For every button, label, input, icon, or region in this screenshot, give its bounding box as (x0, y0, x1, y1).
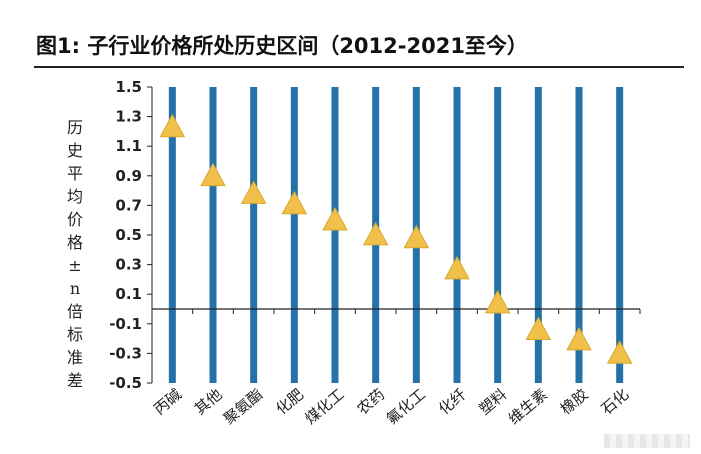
y-axis-label-char: 价 (66, 210, 83, 229)
y-tick-label: -0.1 (109, 315, 142, 333)
x-category-label: 橡胶 (557, 385, 592, 418)
data-marker-11 (566, 326, 592, 351)
y-axis-label-char: n (69, 279, 81, 298)
data-marker-5 (322, 206, 348, 231)
range-bar-4 (290, 87, 298, 383)
x-category-label: 化纤 (435, 385, 470, 418)
data-marker-6 (362, 221, 389, 246)
y-tick-label: 0.1 (115, 285, 142, 303)
y-axis-label-char: 准 (66, 348, 83, 367)
data-marker-4 (281, 190, 308, 215)
range-bar-10 (534, 87, 542, 383)
range-bar-1 (168, 87, 176, 383)
watermark-blur (604, 434, 690, 448)
y-axis-label-char: 倍 (66, 302, 83, 321)
y-tick-label: 1.1 (115, 137, 142, 155)
y-tick-label: 0.3 (115, 256, 142, 274)
x-category-label: 维生素 (505, 385, 551, 428)
y-axis-label-char: 史 (66, 141, 83, 160)
y-axis-label-char: 差 (66, 371, 83, 390)
data-marker-12 (606, 340, 633, 364)
y-axis-label-char: 均 (66, 187, 83, 206)
y-tick-label: 1.3 (115, 108, 142, 126)
y-axis-label-char: 平 (66, 164, 83, 183)
data-marker-8 (444, 255, 470, 280)
range-bar-2 (209, 87, 217, 383)
data-marker-10 (525, 316, 552, 341)
y-tick-label: -0.5 (109, 374, 142, 392)
range-bar-3 (250, 87, 258, 383)
x-category-label: 煤化工 (302, 385, 348, 428)
title-underline (34, 66, 684, 68)
data-marker-9 (484, 289, 511, 314)
data-marker-1 (159, 113, 186, 138)
x-category-label: 氟化工 (383, 385, 429, 428)
y-axis-label-char: 格 (66, 233, 83, 252)
chart-title: 图1: 子行业价格所处历史区间（2012-2021至今） (36, 34, 528, 58)
y-tick-label: -0.3 (109, 344, 142, 362)
y-axis-label-char: 标 (66, 325, 83, 344)
range-bar-11 (575, 87, 583, 383)
x-category-label: 石化 (598, 385, 633, 418)
y-tick-label: 0.9 (115, 167, 142, 185)
range-bar-5 (331, 87, 339, 383)
y-tick-label: 0.7 (115, 196, 142, 214)
data-marker-2 (200, 162, 226, 187)
range-bar-9 (494, 87, 502, 383)
y-tick-label: 1.5 (115, 78, 142, 96)
x-category-label: 聚氨酯 (220, 385, 266, 428)
x-category-label: 丙碱 (150, 385, 185, 418)
y-axis-label-char: 历 (66, 118, 83, 137)
data-marker-3 (240, 180, 267, 204)
y-tick-label: 0.5 (115, 226, 142, 244)
range-bar-12 (616, 87, 624, 383)
y-axis-label: 历史平均价格 ± n 倍标准差 (62, 116, 88, 392)
data-marker-7 (403, 224, 430, 249)
range-bar-8 (453, 87, 461, 383)
y-axis-label-char: ± (68, 256, 82, 275)
